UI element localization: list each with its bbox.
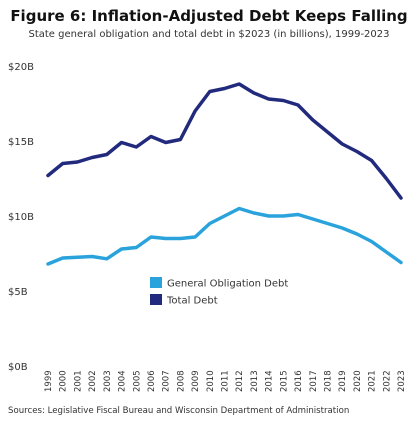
legend-total-label: Total Debt [166,296,218,307]
source-note: Sources: Legislative Fiscal Bureau and W… [8,406,350,416]
x-tick-label: 2012 [235,370,245,392]
x-tick-label: 2016 [294,370,304,392]
x-tick-label: 1999 [44,370,54,392]
y-tick-label: $5B [8,287,28,298]
y-tick-label: $20B [8,62,34,73]
x-tick-label: 2020 [353,370,363,392]
x-tick-label: 2011 [221,370,231,392]
x-tick-label: 2018 [323,370,333,392]
total-debt-line [46,82,403,200]
x-tick-label: 2022 [382,370,392,392]
x-tick-label: 2010 [206,370,216,392]
x-tick-label: 2019 [338,370,348,392]
legend-total-swatch [150,294,162,305]
line-chart: $0B $5B $10B $15B $20B 1999 2000 2001 2002 2003 20… [8,62,407,392]
x-tick-label: 2008 [176,370,186,392]
x-tick-label: 2000 [59,370,69,392]
x-tick-label: 2021 [368,370,378,392]
chart-subtitle: State general obligation and total debt … [28,29,390,40]
y-tick-label: $10B [8,212,34,223]
x-tick-label: 2003 [103,370,113,392]
legend-general-obligation-swatch [150,277,162,288]
y-tick-label: $0B [8,362,28,373]
x-tick-label: 2017 [309,370,319,392]
x-tick-label: 2023 [397,370,407,392]
x-tick-label: 2004 [118,370,128,392]
general-obligation-debt-line [46,206,403,266]
x-tick-label: 2009 [191,370,201,392]
y-tick-label: $15B [8,137,34,148]
legend-general-obligation-label: General Obligation Debt [167,279,288,290]
x-tick-label: 2002 [88,370,98,392]
x-tick-label: 2014 [265,370,275,392]
chart-title: Figure 6: Inflation-Adjusted Debt Keeps … [10,7,408,25]
x-tick-label: 2001 [73,370,83,392]
x-tick-label: 2015 [279,370,289,392]
x-tick-label: 2005 [132,370,142,392]
x-tick-label: 2013 [250,370,260,392]
x-tick-label: 2007 [162,370,172,392]
x-tick-label: 2006 [147,370,157,392]
